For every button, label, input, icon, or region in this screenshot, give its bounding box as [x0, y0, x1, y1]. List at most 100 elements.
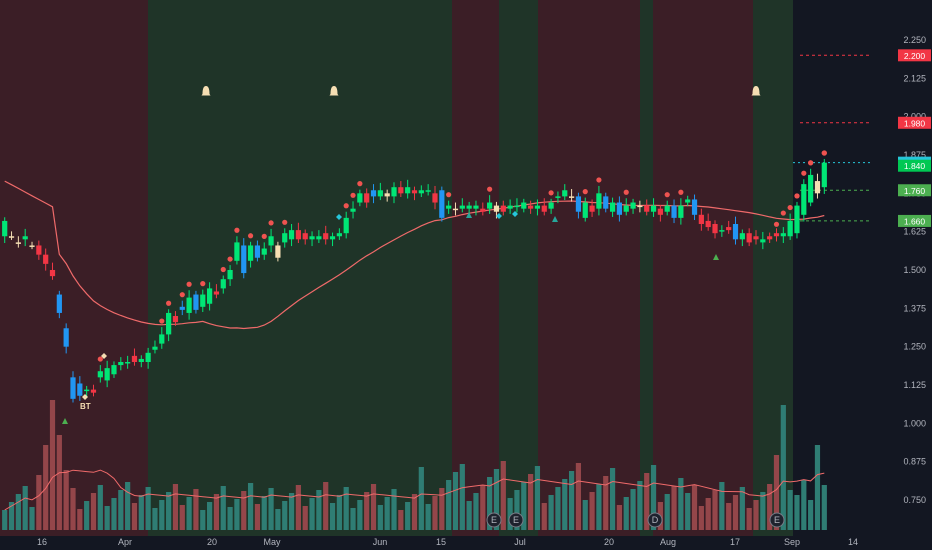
candle [425, 190, 431, 192]
candle [309, 236, 315, 240]
volume-bar [459, 464, 465, 530]
candlesticks[interactable] [2, 158, 827, 403]
candle [671, 205, 677, 218]
event-marker-label: D [652, 515, 659, 525]
candle [405, 187, 411, 194]
volume-bar [650, 465, 657, 530]
bell-icon[interactable] [329, 86, 339, 96]
signal-dot [234, 227, 240, 233]
volume-bar [172, 484, 179, 530]
candle [138, 358, 144, 363]
candle [630, 202, 636, 209]
candle [466, 205, 472, 209]
candle [288, 230, 295, 240]
candle [821, 162, 827, 188]
candle [623, 205, 629, 212]
volume-bar [507, 498, 513, 530]
candle [452, 208, 459, 211]
trend-zone [148, 0, 452, 536]
candle [77, 383, 83, 396]
signal-dot [582, 189, 588, 195]
candle [43, 254, 49, 264]
candle [104, 368, 110, 381]
future-area [793, 0, 872, 536]
volume-bar [630, 489, 636, 530]
candle [493, 205, 500, 212]
volume-bar [411, 494, 418, 530]
candle [336, 233, 342, 237]
trend-zones [0, 0, 872, 536]
volume-bar [56, 435, 62, 530]
pivot-tag [898, 214, 931, 227]
volume-bar [350, 508, 356, 530]
candle [268, 236, 274, 246]
volume-bar [200, 510, 206, 530]
volume-bar [36, 475, 42, 530]
event-marker[interactable]: E [486, 512, 502, 528]
event-marker-circle [486, 512, 502, 528]
candle [357, 193, 363, 203]
candle [282, 233, 288, 243]
candle [200, 294, 206, 307]
volume-bar [623, 497, 629, 530]
candle [794, 205, 800, 234]
candle [562, 190, 568, 197]
candle [575, 196, 582, 212]
volume-bar [418, 467, 424, 530]
candle [439, 190, 445, 218]
trend-zone [640, 0, 653, 536]
volume-bar [152, 508, 158, 530]
candle [97, 371, 103, 378]
event-marker-circle [769, 512, 785, 528]
candle [323, 233, 329, 240]
candle [746, 233, 752, 243]
price-axis-panel[interactable] [872, 0, 932, 550]
bell-icon[interactable] [751, 86, 761, 96]
candle [808, 174, 814, 203]
volume-bar [391, 489, 397, 530]
signal-dot [808, 160, 814, 166]
alert-bells[interactable] [201, 86, 761, 96]
signal-dot [780, 210, 786, 216]
event-marker[interactable]: E [769, 512, 785, 528]
price-tick-label: 1.375 [903, 303, 926, 313]
signal-dot [548, 190, 554, 196]
event-marker-label: E [774, 515, 780, 525]
candle [657, 208, 663, 215]
volume-bar [760, 492, 766, 530]
candle [480, 208, 486, 212]
signal-dot [623, 189, 629, 195]
signal-markers [62, 150, 827, 424]
volume-bar [90, 493, 97, 530]
candle [111, 365, 117, 375]
event-marker[interactable]: E [508, 512, 524, 528]
bell-icon[interactable] [201, 86, 211, 96]
candle [159, 334, 165, 344]
volume-bar [616, 505, 622, 530]
volume-bar [500, 461, 506, 530]
candle [179, 306, 185, 310]
candle [726, 227, 732, 231]
candle [507, 205, 513, 209]
volume-bar [767, 484, 773, 530]
buy-triangle [713, 254, 719, 260]
volume-bar [439, 488, 445, 530]
candle [254, 245, 261, 258]
candle [637, 205, 643, 208]
pivot-value: 1.660 [904, 216, 926, 226]
signal-dot [350, 192, 356, 198]
candle [705, 220, 711, 228]
event-marker[interactable]: D [647, 512, 663, 528]
signal-label: BT [80, 402, 91, 411]
candle [220, 279, 226, 289]
candle [370, 190, 377, 197]
candle [90, 389, 97, 393]
candle [685, 199, 691, 203]
time-tick-label: Sep [784, 537, 800, 547]
volume-bar [104, 506, 110, 530]
candle [616, 202, 622, 215]
time-tick-label: 17 [730, 537, 740, 547]
